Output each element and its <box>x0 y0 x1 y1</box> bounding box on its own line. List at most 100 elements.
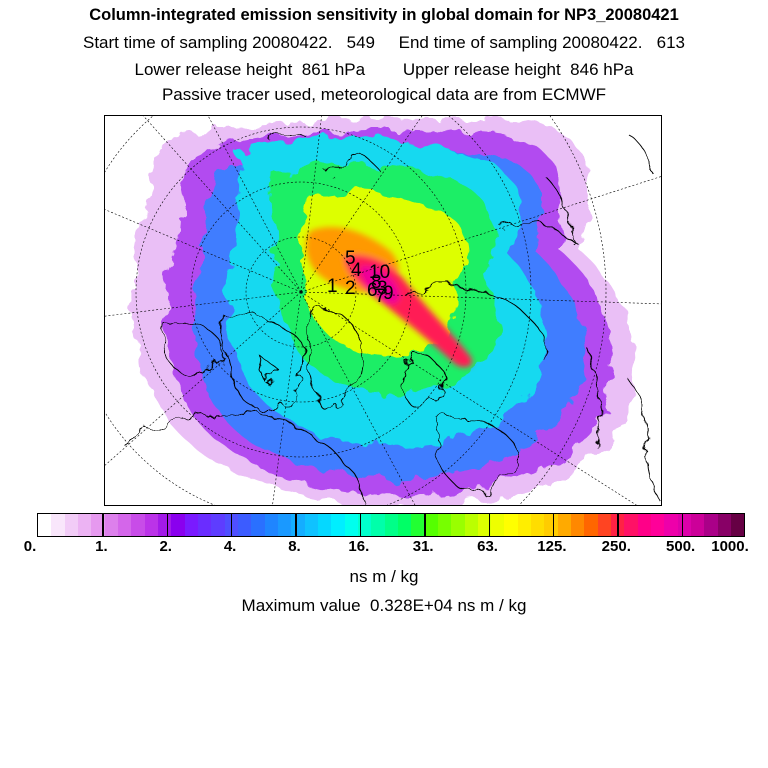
meridian <box>300 291 661 305</box>
colorbar-divider <box>424 514 426 536</box>
colorbar-segment <box>464 514 478 536</box>
sensitivity-map: 5 4 2 1 10 8 6 3 9 7 <box>104 115 662 506</box>
colorbar-segment <box>584 514 598 536</box>
coast-right-edge <box>624 375 661 502</box>
colorbar-segment <box>304 514 318 536</box>
coast-top-islands <box>269 130 376 177</box>
colorbar-segment <box>571 514 585 536</box>
colorbar-segment <box>517 514 532 536</box>
colorbar-tick-label: 1. <box>95 538 108 555</box>
coast-alaska <box>162 325 222 375</box>
colorbar-segment <box>397 514 412 536</box>
colorbar-segment <box>704 514 718 536</box>
colorbar-divider <box>231 514 233 536</box>
colorbar-segment <box>117 514 132 536</box>
colorbar-divider <box>617 514 619 536</box>
release-label: 10 <box>369 262 390 283</box>
release-labels: 5 4 2 1 10 8 6 3 9 7 <box>327 248 394 307</box>
colorbar-segment <box>624 514 638 536</box>
release-label: 2 <box>345 278 356 299</box>
latitude-circle-50 <box>105 116 532 505</box>
latitude-circle-70 <box>190 181 412 403</box>
colorbar-segment <box>677 514 692 536</box>
latitude-circle-40 <box>518 116 607 505</box>
map-svg: 5 4 2 1 10 8 6 3 9 7 <box>105 116 661 505</box>
colorbar-segment <box>237 514 252 536</box>
meridian <box>105 291 302 466</box>
meridian <box>300 291 416 505</box>
colorbar-segment <box>104 514 118 536</box>
colorbar-segment <box>477 514 492 536</box>
release-label: 4 <box>351 260 362 281</box>
latitude-circle-60 <box>135 126 467 458</box>
colorbar-segment <box>651 514 665 536</box>
colorbar-tick-label: 1000. <box>711 538 749 555</box>
colorbar-segment <box>344 514 358 536</box>
colorbar-segment <box>437 514 452 536</box>
colorbar-segment <box>717 514 732 536</box>
colorbar-segment <box>637 514 652 536</box>
release-label: 3 <box>377 278 388 299</box>
colorbar-divider <box>166 514 169 536</box>
colorbar-segment <box>277 514 292 536</box>
colorbar-segment <box>171 514 185 536</box>
colorbar-segment <box>384 514 398 536</box>
colorbar-divider <box>102 514 104 536</box>
colorbar-segment <box>291 514 305 536</box>
colorbar-segment <box>597 514 612 536</box>
coast-europe <box>434 414 519 493</box>
release-label: 6 <box>367 280 378 301</box>
colorbar-tick-label: 250. <box>601 538 631 555</box>
colorbar-segment <box>331 514 345 536</box>
colorbar-segment <box>531 514 545 536</box>
colorbar-segment <box>264 514 278 536</box>
release-label: 5 <box>345 248 356 269</box>
coast-scandinavia <box>401 355 442 409</box>
coast-siberia <box>404 221 576 362</box>
colorbar-divider <box>359 514 362 536</box>
colorbar-segment <box>357 514 372 536</box>
meridian <box>300 116 423 293</box>
plot-title: Column-integrated emission sensitivity i… <box>89 6 679 24</box>
coast-top-right <box>624 130 656 177</box>
plume-magenta <box>360 265 400 304</box>
plume-layers <box>131 118 633 505</box>
sampling-time-line: Start time of sampling 20080422. 549 End… <box>83 33 685 52</box>
colorbar-segment <box>197 514 212 536</box>
meridian <box>105 209 302 293</box>
colorbar-segment <box>491 514 505 536</box>
colorbar <box>37 513 745 537</box>
colorbar-segment <box>424 514 438 536</box>
colorbar-segment <box>157 514 172 536</box>
colorbar-tick-label: 31. <box>412 538 434 555</box>
tracer-info-line: Passive tracer used, meteorological data… <box>161 85 607 104</box>
colorbar-segment <box>731 514 745 536</box>
maximum-value-label: Maximum value 0.328E+04 ns m / kg <box>241 596 527 615</box>
release-label: 1 <box>327 276 338 297</box>
units-label: ns m / kg <box>349 567 419 586</box>
coastlines <box>124 130 661 505</box>
release-label: 9 <box>383 283 394 304</box>
colorbar-tick-label: 8. <box>288 538 301 555</box>
colorbar-divider <box>681 514 684 536</box>
colorbar-tick-label: 125. <box>537 538 567 555</box>
colorbar-divider <box>295 514 297 536</box>
colorbar-segment <box>51 514 65 536</box>
colorbar-tick-label: 4. <box>223 538 237 555</box>
colorbar-segment <box>504 514 518 536</box>
colorbar-segment <box>371 514 385 536</box>
colorbar-tick-label: 0. <box>23 538 37 555</box>
colorbar-divider <box>552 514 555 536</box>
colorbar-segment <box>251 514 265 536</box>
colorbar-segment <box>144 514 158 536</box>
colorbar-segment <box>131 514 145 536</box>
meridian <box>272 291 302 505</box>
colorbar-segment <box>691 514 705 536</box>
colorbar-tick-label: 2. <box>159 538 172 555</box>
plume-core <box>305 227 473 368</box>
colorbar-tick-label: 500. <box>666 538 696 555</box>
release-label: 7 <box>375 286 386 307</box>
colorbar-segment <box>317 514 332 536</box>
colorbar-segment <box>184 514 198 536</box>
colorbar-segment <box>557 514 572 536</box>
